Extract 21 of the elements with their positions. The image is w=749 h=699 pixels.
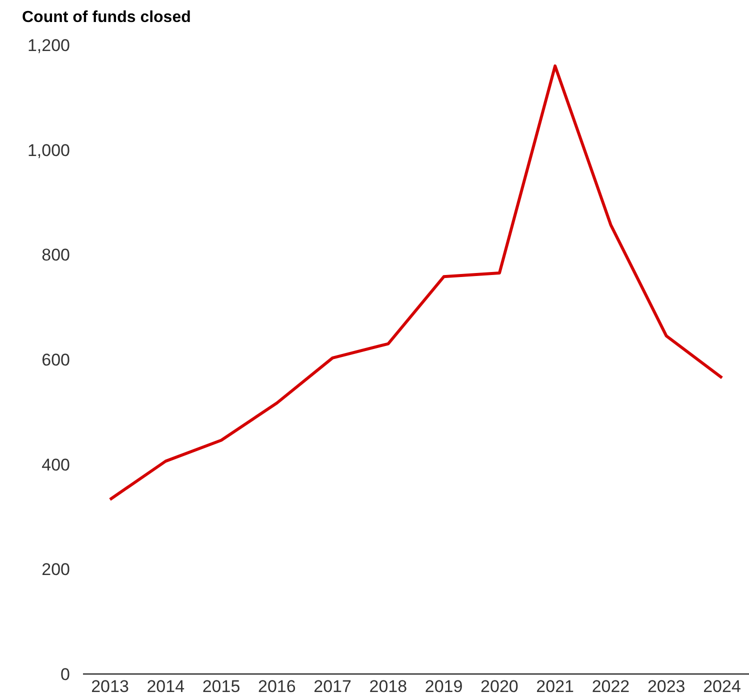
x-tick-label: 2017 <box>314 677 352 696</box>
y-tick-label: 800 <box>42 246 70 265</box>
y-tick-label: 200 <box>42 560 70 580</box>
y-tick-label: 600 <box>42 350 70 370</box>
x-tick-label: 2021 <box>536 677 574 696</box>
x-tick-label: 2023 <box>647 677 686 696</box>
x-tick-label: 2022 <box>592 677 630 696</box>
x-tick-label: 2024 <box>703 677 741 696</box>
x-tick-label: 2015 <box>202 677 240 696</box>
y-tick-label: 1,000 <box>27 140 70 160</box>
x-tick-label: 2013 <box>91 677 129 696</box>
line-series <box>108 64 724 501</box>
x-tick-label: 2020 <box>480 677 518 696</box>
x-tick-label: 2014 <box>146 677 185 696</box>
chart-title: Count of funds closed <box>22 9 191 26</box>
y-tick-label: 0 <box>60 664 70 684</box>
y-tick-label: 1,200 <box>27 36 70 55</box>
x-tick-label: 2016 <box>258 677 296 696</box>
x-tick-label: 2019 <box>424 677 463 696</box>
y-tick-label: 400 <box>42 455 70 474</box>
x-tick-label: 2018 <box>369 677 408 696</box>
